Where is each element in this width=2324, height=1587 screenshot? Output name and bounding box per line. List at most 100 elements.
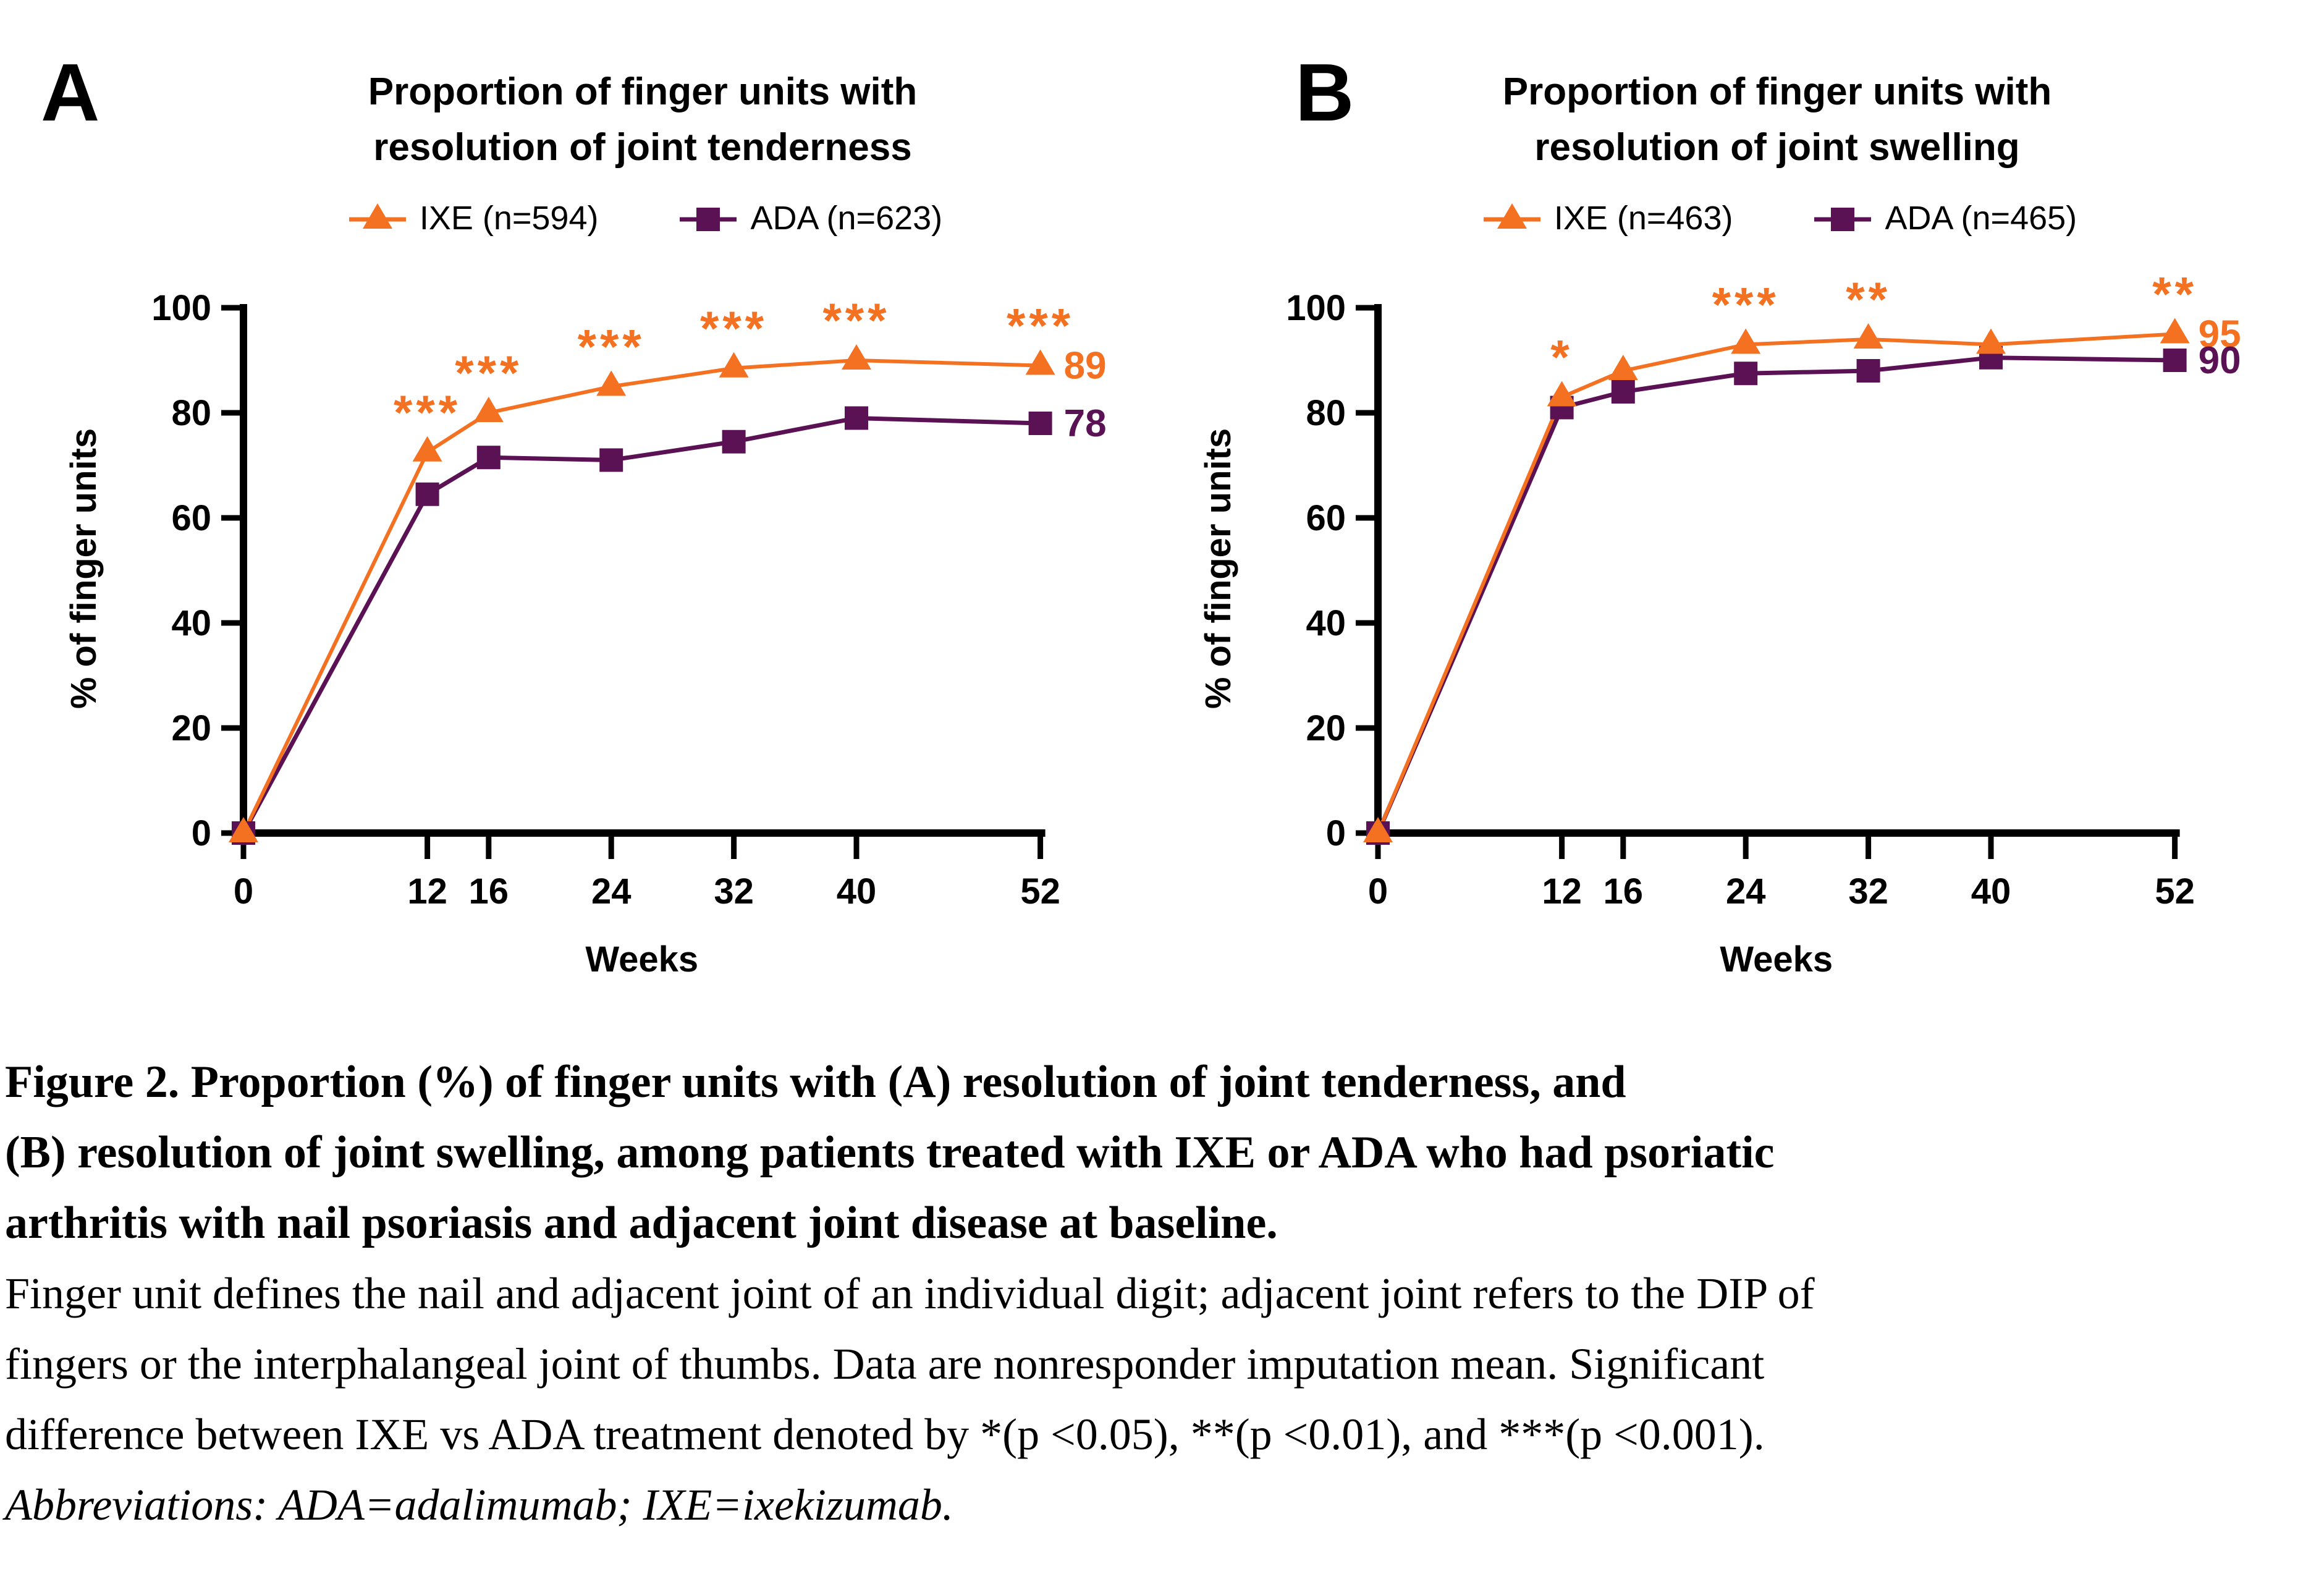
x-tick-label: 0	[1368, 871, 1388, 912]
significance-marks: **	[1846, 272, 1891, 326]
triangle-marker	[412, 436, 442, 462]
figure-caption: Figure 2. Proportion (%) of finger units…	[5, 1047, 2319, 1540]
significance-marks: **	[2152, 267, 2197, 321]
x-tick-label: 24	[591, 871, 632, 912]
square-marker	[845, 406, 868, 430]
panel-b: B Proportion of finger units with resolu…	[1135, 0, 2296, 1026]
panel-a-plot: 0 20 40 60 80 100 0 12 16 24 32 40 52 Weeks % of finge…	[64, 288, 1107, 980]
series-line	[1376, 332, 2175, 834]
panel-a-title-line1: Proportion of finger units with	[368, 70, 918, 113]
y-tick-label: 80	[171, 393, 211, 433]
square-legend-marker	[696, 208, 720, 231]
square-marker	[476, 446, 501, 470]
panel-a-title: Proportion of finger units with resoluti…	[210, 64, 1075, 176]
x-tick-label: 32	[1848, 871, 1888, 912]
square-marker	[722, 430, 746, 454]
ixe-triangle-marker-icon	[1483, 203, 1540, 229]
series-line	[1375, 355, 2175, 834]
triangle-legend-marker	[1497, 203, 1527, 229]
triangle-marker	[1976, 328, 2006, 354]
significance-marks: ***	[578, 320, 645, 374]
ixe-triangle-marker-icon	[349, 203, 406, 229]
y-tick-label: 60	[1306, 498, 1346, 538]
x-tick-label: 12	[1542, 871, 1582, 912]
legend-item-ixe: IXE (n=594)	[348, 199, 599, 237]
x-tick-label: 52	[2155, 871, 2195, 912]
series-end-value-label: 95	[2199, 313, 2241, 356]
series-end-value-label: 90	[2199, 339, 2241, 382]
square-marker	[1734, 362, 1758, 386]
caption-line-6: difference between IXE vs ADA treatment …	[5, 1410, 1765, 1459]
panel-a-title-line2: resolution of joint tenderness	[373, 126, 912, 169]
triangle-marker	[1853, 323, 1883, 349]
y-tick-label: 0	[1326, 813, 1346, 853]
square-marker	[599, 448, 623, 472]
panel-b-title-line2: resolution of joint swelling	[1534, 126, 2020, 169]
square-legend-marker	[1831, 208, 1855, 231]
caption-line-1: Figure 2. Proportion (%) of finger units…	[5, 1057, 1626, 1107]
triangle-marker	[1547, 381, 1577, 407]
y-tick-label: 40	[1306, 603, 1346, 643]
series-end-value-label: 78	[1064, 402, 1107, 445]
triangle-marker	[596, 370, 627, 396]
triangle-marker	[1731, 328, 1761, 354]
square-marker	[1856, 359, 1880, 383]
square-marker	[1611, 380, 1635, 404]
square-marker	[1028, 412, 1052, 435]
x-axis-label: Weeks	[585, 939, 698, 980]
panel-b-letter: B	[1295, 47, 1354, 138]
panel-a-letter: A	[41, 47, 100, 138]
square-marker	[2163, 349, 2187, 372]
significance-marks: ***	[700, 301, 767, 355]
x-tick-label: 32	[714, 871, 754, 912]
significance-marks: ***	[455, 345, 522, 400]
legend-item-ada: ADA (n=623)	[678, 199, 942, 237]
significance-marks: *	[1550, 330, 1573, 384]
caption-line-7: Abbreviations: ADA=adalimumab; IXE=ixeki…	[5, 1480, 953, 1530]
legend-label-ada: ADA (n=465)	[1885, 200, 2077, 237]
series-end-value-label: 89	[1064, 345, 1107, 387]
caption-line-5: fingers or the interphalangeal joint of …	[5, 1339, 1765, 1389]
legend-item-ada: ADA (n=465)	[1813, 199, 2077, 237]
significance-marks: ***	[1007, 298, 1074, 353]
series-line	[241, 415, 1041, 834]
legend-label-ada: ADA (n=623)	[750, 200, 943, 237]
y-axis-label: % of finger units	[1198, 428, 1238, 709]
y-axis-label: % of finger units	[64, 428, 104, 709]
panel-b-title: Proportion of finger units with resoluti…	[1345, 64, 2210, 176]
series-line	[242, 358, 1041, 834]
y-tick-label: 40	[171, 603, 211, 643]
ada-square-marker-icon	[680, 208, 737, 231]
y-tick-label: 20	[171, 708, 211, 748]
x-axis-label: Weeks	[1720, 939, 1833, 980]
panel-b-plot: 0 20 40 60 80 100 0 12 16 24 32 40 52 Weeks % of finge…	[1198, 267, 2241, 980]
triangle-marker	[1608, 355, 1638, 380]
x-tick-label: 12	[407, 871, 447, 912]
triangle-marker	[719, 352, 749, 378]
significance-marks: ***	[1712, 277, 1780, 332]
x-tick-label: 16	[1604, 871, 1644, 912]
x-tick-label: 52	[1020, 871, 1060, 912]
y-tick-label: 80	[1306, 393, 1346, 433]
x-tick-label: 40	[1971, 871, 2011, 912]
legend-item-ixe: IXE (n=463)	[1482, 199, 1733, 237]
ada-square-marker-icon	[1814, 208, 1872, 231]
triangle-marker	[2160, 318, 2190, 344]
caption-line-3: arthritis with nail psoriasis and adjace…	[5, 1198, 1278, 1248]
significance-marks: ***	[822, 293, 890, 347]
triangle-marker	[229, 817, 258, 842]
triangle-legend-marker	[362, 203, 392, 229]
legend-label-ixe: IXE (n=594)	[419, 200, 599, 237]
x-tick-label: 40	[837, 871, 877, 912]
square-marker	[415, 482, 439, 506]
panel-b-title-line1: Proportion of finger units with	[1502, 70, 2052, 113]
legend-label-ixe: IXE (n=463)	[1553, 200, 1733, 237]
y-tick-label: 20	[1306, 708, 1346, 748]
significance-marks: ***	[394, 385, 461, 439]
y-tick-label: 100	[151, 288, 211, 328]
x-tick-label: 0	[234, 871, 253, 912]
triangle-marker	[842, 344, 871, 370]
panel-b-legend: IXE (n=463) ADA (n=465)	[1378, 197, 2181, 240]
caption-line-2: (B) resolution of joint swelling, among …	[5, 1127, 1775, 1178]
